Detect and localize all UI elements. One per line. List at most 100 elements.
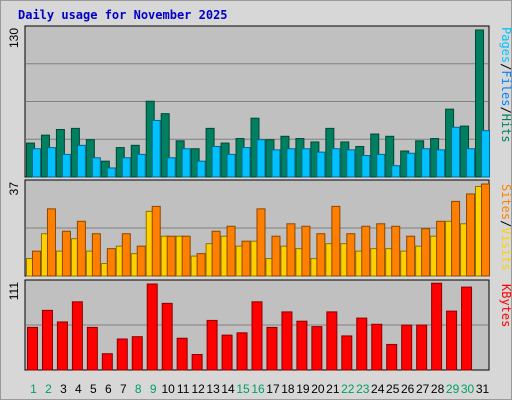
middle-bar-sites-day-7 — [121, 233, 131, 277]
day-label-2: 2 — [45, 382, 52, 396]
top-bar-pages-day-12 — [196, 160, 206, 178]
middle-bar-sites-day-8 — [136, 245, 146, 277]
day-label-10: 10 — [162, 382, 176, 396]
top-bar-pages-day-19 — [301, 148, 311, 178]
day-label-9: 9 — [150, 382, 157, 396]
middle-legend-part: Visits — [499, 227, 512, 270]
top-bar-pages-day-29 — [451, 126, 461, 178]
middle-bar-sites-day-30 — [466, 193, 476, 277]
middle-bar-sites-day-18 — [286, 223, 296, 277]
day-label-14: 14 — [221, 382, 235, 396]
day-label-28: 28 — [431, 382, 445, 396]
top-bar-pages-day-1 — [31, 148, 41, 178]
bottom-bar-kbytes-day-27 — [416, 324, 428, 371]
bottom-ymax-label: 111 — [7, 282, 21, 301]
day-label-20: 20 — [311, 382, 325, 396]
top-ymax-label: 130 — [7, 28, 21, 48]
bottom-bar-kbytes-day-3 — [56, 321, 68, 371]
day-label-3: 3 — [60, 382, 67, 396]
middle-bar-sites-day-28 — [436, 220, 446, 277]
day-label-7: 7 — [120, 382, 127, 396]
day-label-4: 4 — [75, 382, 82, 396]
top-bar-pages-day-3 — [61, 153, 71, 178]
bottom-bar-kbytes-day-16 — [251, 301, 263, 371]
middle-bar-sites-day-22 — [346, 233, 356, 277]
middle-panel: 37 Sites/Visits — [7, 179, 512, 277]
bottom-bar-kbytes-day-4 — [71, 301, 83, 371]
top-bar-pages-day-9 — [151, 119, 161, 178]
day-label-8: 8 — [135, 382, 142, 396]
bottom-bar-kbytes-day-6 — [101, 353, 113, 371]
day-label-19: 19 — [296, 382, 310, 396]
top-bar-hits-day-3 — [55, 129, 65, 178]
day-label-30: 30 — [461, 382, 475, 396]
day-label-13: 13 — [206, 382, 220, 396]
top-legend-part: / — [499, 106, 512, 113]
day-label-24: 24 — [371, 382, 385, 396]
middle-bar-sites-day-19 — [301, 225, 311, 277]
top-bar-pages-day-21 — [331, 148, 341, 178]
chart-title: Daily usage for November 2025 — [18, 8, 228, 22]
middle-bar-sites-day-20 — [316, 233, 326, 277]
top-bar-pages-day-26 — [406, 152, 416, 178]
middle-bar-sites-day-13 — [211, 230, 221, 277]
bottom-bar-kbytes-day-2 — [41, 309, 53, 371]
top-bar-pages-day-10 — [166, 157, 176, 178]
bottom-bar-kbytes-day-9 — [146, 283, 158, 371]
bottom-series-legend: KBytes — [499, 284, 512, 327]
middle-bar-sites-day-3 — [61, 230, 71, 277]
bottom-bar-kbytes-day-8 — [131, 336, 143, 371]
top-bar-pages-day-6 — [106, 167, 116, 178]
bottom-bar-kbytes-day-7 — [116, 338, 128, 371]
bottom-bar-kbytes-day-26 — [401, 324, 413, 371]
bottom-bar-kbytes-day-17 — [266, 326, 278, 371]
top-bar-pages-day-5 — [91, 157, 101, 178]
middle-bar-sites-day-29 — [451, 200, 461, 277]
top-bar-hits-day-31 — [475, 29, 485, 178]
bottom-bar-kbytes-day-13 — [206, 319, 218, 371]
middle-bar-sites-day-4 — [76, 220, 86, 277]
middle-bar-sites-day-5 — [91, 233, 101, 277]
middle-bar-sites-day-26 — [406, 235, 416, 277]
bottom-bar-kbytes-day-20 — [311, 326, 323, 371]
day-label-1: 1 — [30, 382, 37, 396]
middle-bar-sites-day-2 — [46, 208, 56, 277]
day-label-26: 26 — [401, 382, 415, 396]
top-bar-hits-day-25 — [385, 135, 395, 178]
top-bar-pages-day-30 — [466, 148, 476, 178]
bottom-bar-kbytes-day-15 — [236, 332, 248, 371]
middle-bar-sites-day-15 — [241, 240, 251, 277]
top-bar-pages-day-23 — [361, 155, 371, 178]
bottom-bar-kbytes-day-19 — [296, 320, 308, 371]
x-axis-day-labels: 1 2 3 4 5 6 7 8 9 10 11 12 13 14 15 16 17 18 19 20 21 22 23 24 2… — [30, 382, 489, 396]
day-label-5: 5 — [90, 382, 97, 396]
bottom-bar-kbytes-day-22 — [341, 335, 353, 371]
middle-ymax-label: 37 — [7, 182, 21, 196]
bottom-bar-kbytes-day-14 — [221, 334, 233, 371]
middle-bar-sites-day-25 — [391, 225, 401, 277]
middle-bar-sites-day-27 — [421, 228, 431, 277]
day-label-29: 29 — [446, 382, 460, 396]
middle-bar-sites-day-10 — [166, 235, 176, 277]
top-bar-pages-day-18 — [286, 148, 296, 178]
top-bar-pages-day-8 — [136, 153, 146, 178]
day-label-21: 21 — [326, 382, 340, 396]
day-label-12: 12 — [191, 382, 205, 396]
top-bar-pages-day-15 — [241, 147, 251, 178]
bottom-panel: 111 KBytes — [7, 279, 512, 371]
top-bar-pages-day-11 — [181, 148, 191, 178]
top-bar-pages-day-20 — [316, 151, 326, 178]
bottom-bar-kbytes-day-18 — [281, 311, 293, 371]
middle-bar-sites-day-1 — [31, 250, 41, 277]
day-label-17: 17 — [266, 382, 280, 396]
day-label-16: 16 — [251, 382, 265, 396]
bottom-bar-kbytes-day-1 — [26, 326, 38, 371]
middle-bar-sites-day-17 — [271, 235, 281, 277]
bottom-legend-part: KBytes — [499, 284, 512, 327]
bottom-bar-kbytes-day-24 — [371, 323, 383, 371]
day-label-22: 22 — [341, 382, 355, 396]
bottom-series-kbytes — [26, 282, 473, 371]
middle-bar-sites-day-16 — [256, 208, 266, 277]
middle-bar-sites-day-31 — [481, 183, 491, 277]
